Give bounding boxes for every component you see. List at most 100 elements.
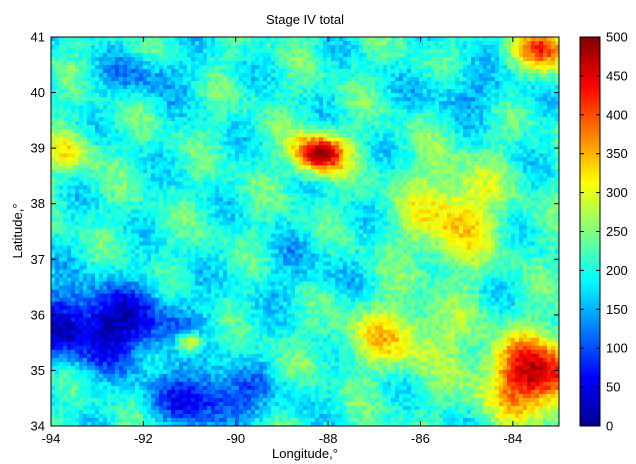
heatmap-cell (91, 97, 96, 102)
heatmap-cell (119, 65, 124, 70)
heatmap-cell (339, 161, 344, 166)
heatmap-cell (451, 125, 456, 130)
heatmap-cell (79, 73, 84, 78)
heatmap-cell (303, 177, 308, 182)
heatmap-cell (119, 117, 124, 122)
heatmap-cell (399, 101, 404, 106)
heatmap-cell (259, 109, 264, 114)
heatmap-cell (291, 165, 296, 170)
heatmap-cell (455, 181, 460, 186)
heatmap-cell (135, 181, 140, 186)
heatmap-cell (307, 89, 312, 94)
heatmap-cell (367, 145, 372, 150)
heatmap-cell (67, 129, 72, 134)
heatmap-cell (371, 125, 376, 130)
heatmap-cell (127, 97, 132, 102)
heatmap-cell (483, 53, 488, 58)
heatmap-cell (415, 61, 420, 66)
heatmap-cell (59, 117, 64, 122)
heatmap-cell (483, 45, 488, 50)
heatmap-cell (279, 109, 284, 114)
heatmap-cell (219, 61, 224, 66)
heatmap-cell (535, 81, 540, 86)
heatmap-cell (179, 145, 184, 150)
heatmap-cell (327, 97, 332, 102)
heatmap-cell (99, 129, 104, 134)
heatmap-cell (115, 121, 120, 126)
heatmap-cell (159, 53, 164, 58)
heatmap-cell (355, 169, 360, 174)
heatmap-cell (339, 65, 344, 70)
heatmap-cell (103, 109, 108, 114)
heatmap-cell (515, 93, 520, 98)
heatmap-cell (147, 109, 152, 114)
heatmap-cell (395, 93, 400, 98)
heatmap-cell (187, 105, 192, 110)
heatmap-cell (391, 129, 396, 134)
heatmap-cell (247, 161, 252, 166)
heatmap-cell (363, 177, 368, 182)
heatmap-cell (95, 121, 100, 126)
heatmap-cell (223, 193, 228, 199)
heatmap-cell (203, 113, 208, 118)
heatmap-cell (67, 153, 72, 158)
heatmap-cell (315, 53, 320, 58)
heatmap-cell (503, 81, 508, 86)
heatmap-cell (247, 181, 252, 186)
heatmap-cell (351, 161, 356, 166)
heatmap-cell (511, 185, 516, 190)
heatmap-cell (55, 117, 60, 122)
heatmap-cell (127, 121, 132, 126)
heatmap-cell (447, 69, 452, 74)
heatmap-cell (247, 49, 252, 54)
heatmap-cell (139, 69, 144, 74)
heatmap-cell (411, 105, 416, 110)
heatmap-cell (339, 145, 344, 150)
heatmap-cell (231, 49, 236, 54)
heatmap-cell (435, 113, 440, 118)
heatmap-cell (227, 121, 232, 126)
heatmap-cell (243, 169, 248, 174)
heatmap-cell (163, 37, 168, 42)
heatmap-cell (403, 133, 408, 138)
heatmap-cell (223, 81, 228, 86)
heatmap-cell (195, 89, 200, 94)
heatmap-cell (195, 61, 200, 66)
heatmap-cell (263, 57, 268, 62)
heatmap-cell (263, 53, 268, 58)
heatmap-cell (519, 37, 524, 42)
heatmap-cell (271, 93, 276, 98)
heatmap-cell (391, 141, 396, 146)
heatmap-cell (375, 65, 380, 70)
heatmap-cell (187, 161, 192, 166)
heatmap-cell (523, 49, 528, 54)
heatmap-cell (339, 189, 344, 194)
heatmap-cell (339, 57, 344, 62)
heatmap-cell (359, 129, 364, 134)
heatmap-cell (363, 53, 368, 58)
heatmap-cell (551, 169, 556, 174)
heatmap-cell (151, 165, 156, 170)
heatmap-cell (111, 157, 116, 162)
heatmap-cell (243, 73, 248, 78)
heatmap-cell (419, 185, 424, 190)
heatmap-cell (291, 49, 296, 54)
heatmap-cell (83, 125, 88, 130)
heatmap-cell (315, 149, 320, 154)
heatmap-cell (75, 81, 80, 86)
heatmap-cell (487, 73, 492, 78)
heatmap-cell (491, 105, 496, 110)
heatmap-cell (491, 49, 496, 54)
heatmap-cell (427, 73, 432, 78)
heatmap-cell (183, 93, 188, 98)
heatmap-cell (359, 77, 364, 82)
heatmap-cell (411, 185, 416, 190)
heatmap-cell (187, 181, 192, 186)
heatmap-cell (467, 153, 472, 158)
heatmap-cell (431, 97, 436, 102)
heatmap-cell (55, 45, 60, 50)
heatmap-cell (531, 137, 536, 142)
heatmap-cell (271, 101, 276, 106)
heatmap-cell (343, 117, 348, 122)
heatmap-cell (551, 45, 556, 50)
